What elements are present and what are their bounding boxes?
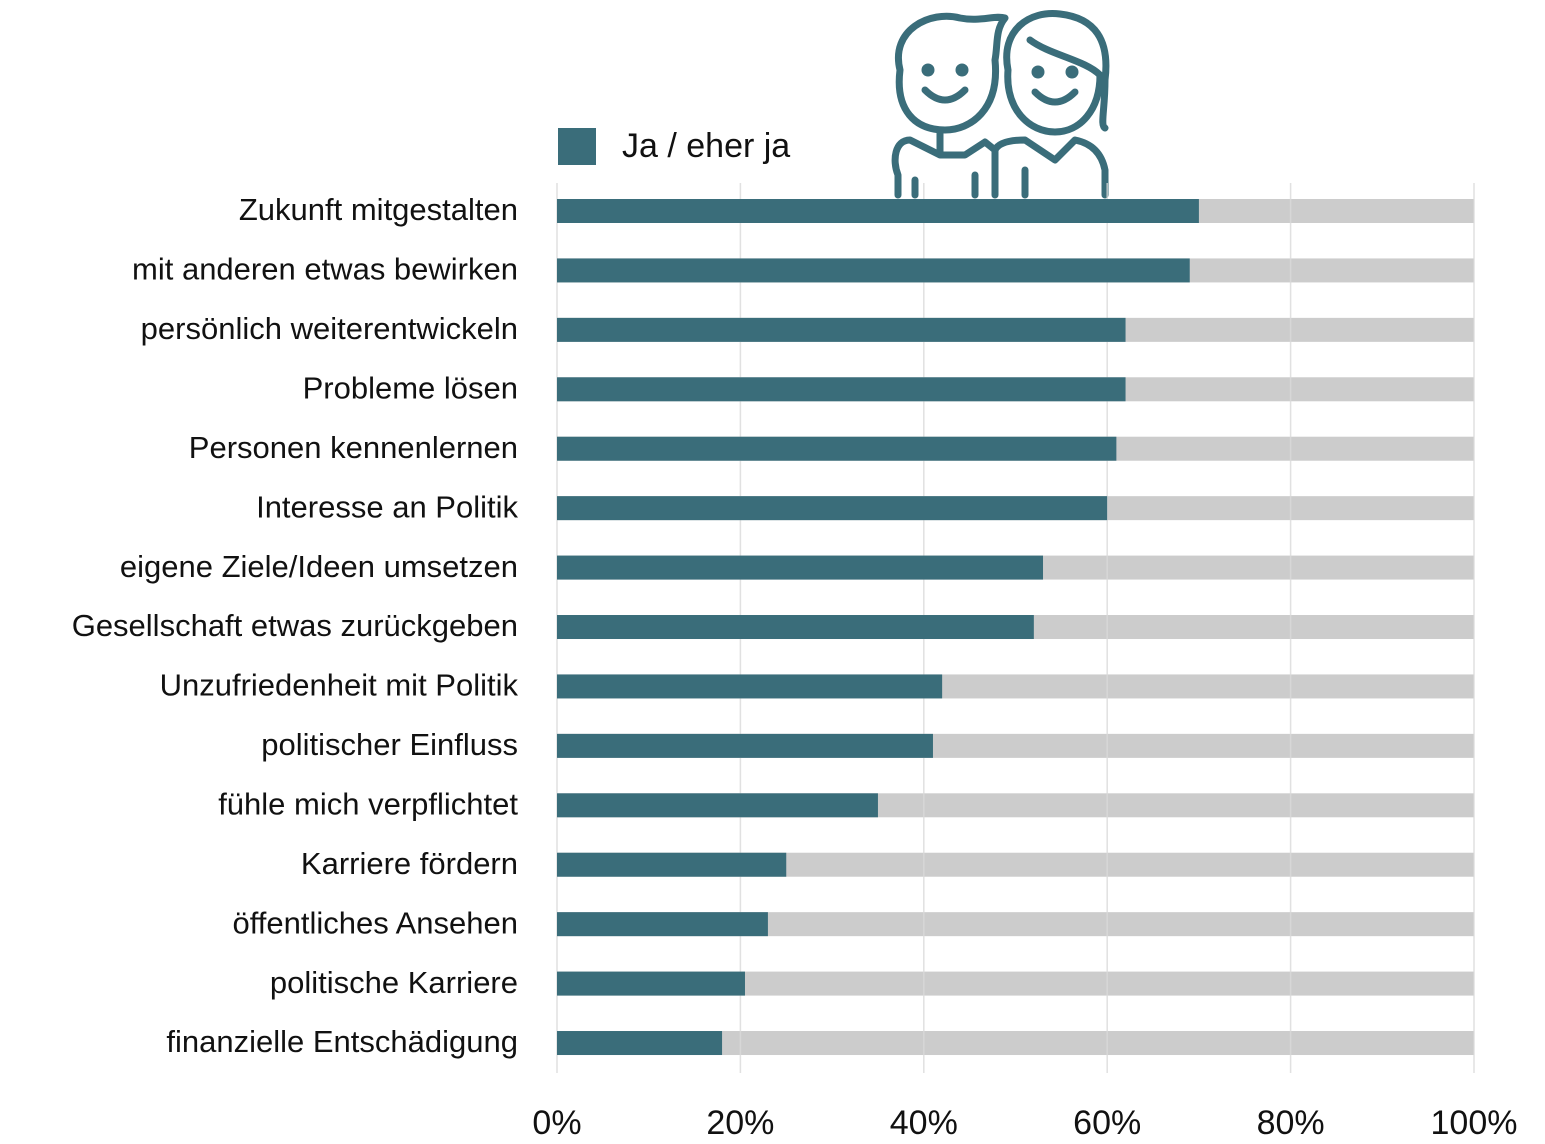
category-label: mit anderen etwas bewirken	[132, 252, 518, 287]
bar	[557, 377, 1126, 402]
bar	[557, 733, 933, 758]
x-tick-label: 80%	[1257, 1104, 1325, 1142]
x-tick-label: 0%	[532, 1104, 581, 1142]
category-label: politische Karriere	[270, 965, 518, 1000]
category-label: Zukunft mitgestalten	[239, 192, 518, 227]
x-tick-label: 20%	[706, 1104, 774, 1142]
bar	[557, 1031, 723, 1056]
bar	[557, 971, 745, 996]
category-label: Gesellschaft etwas zurückgeben	[72, 608, 518, 643]
bar	[557, 912, 768, 937]
category-label: finanzielle Entschädigung	[166, 1024, 518, 1059]
category-label: eigene Ziele/Ideen umsetzen	[120, 549, 518, 584]
bar	[557, 793, 878, 818]
x-tick-label: 60%	[1073, 1104, 1141, 1142]
category-label: fühle mich verpflichtet	[218, 786, 518, 821]
bar	[557, 555, 1044, 580]
category-label: politischer Einfluss	[261, 727, 518, 762]
category-label: Personen kennenlernen	[189, 430, 518, 465]
x-tick-label: 40%	[890, 1104, 958, 1142]
bar	[557, 199, 1199, 223]
people-icon	[891, 10, 1110, 199]
bar	[557, 496, 1108, 521]
x-tick-label: 100%	[1431, 1104, 1518, 1142]
legend-label: Ja / eher ja	[622, 127, 790, 165]
bar	[557, 615, 1034, 640]
category-label: Probleme lösen	[303, 370, 518, 405]
bar	[557, 852, 787, 877]
bar	[557, 436, 1117, 461]
category-label: öffentliches Ansehen	[232, 905, 518, 940]
category-label: Interesse an Politik	[256, 489, 518, 524]
legend-swatch	[558, 128, 596, 165]
bar	[557, 317, 1126, 342]
bar	[557, 674, 943, 699]
category-label: Karriere fördern	[301, 846, 518, 881]
category-label: Unzufriedenheit mit Politik	[160, 668, 519, 703]
bar	[557, 258, 1190, 283]
category-label: persönlich weiterentwickeln	[141, 311, 518, 346]
